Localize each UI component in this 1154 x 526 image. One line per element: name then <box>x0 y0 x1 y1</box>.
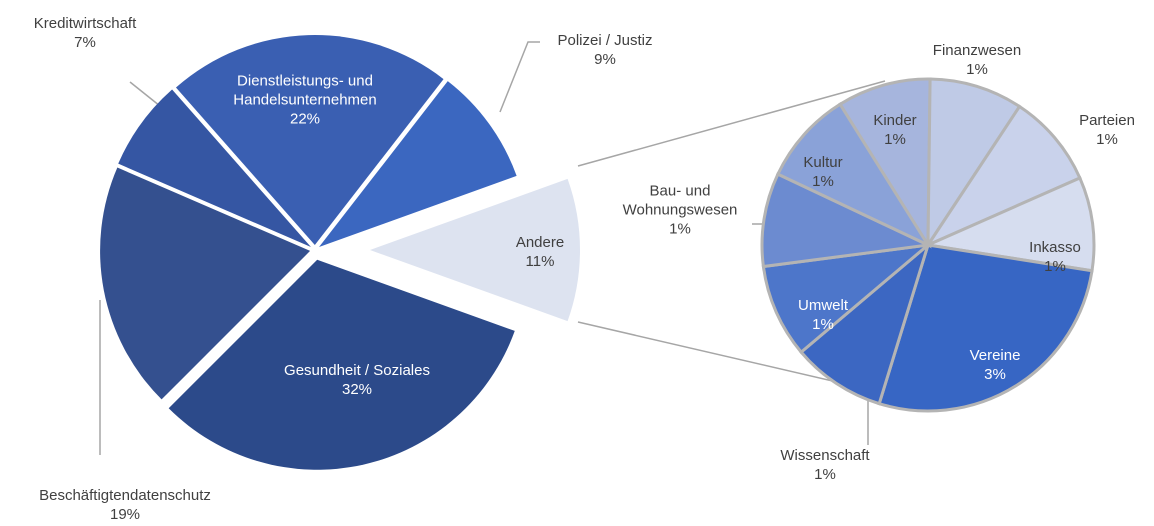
value-label: 7% <box>74 34 96 51</box>
data-label: Finanzwesen 1% <box>933 41 1021 79</box>
category-label: Vereine <box>969 347 1021 364</box>
data-label: Inkasso 1% <box>1029 238 1081 276</box>
category-label: Dienstleistungs- und Handelsunternehmen <box>233 72 377 109</box>
data-label: Kultur 1% <box>803 153 842 191</box>
category-label: Andere <box>515 234 565 251</box>
data-label: Umwelt 1% <box>798 296 848 334</box>
category-label: Polizei / Justiz <box>557 32 653 49</box>
value-label: 32% <box>341 381 373 398</box>
category-label: Parteien <box>1079 112 1135 129</box>
category-label: Bau- und Wohnungswesen <box>622 182 738 219</box>
pie-slice <box>370 178 581 322</box>
value-label: 3% <box>984 366 1006 383</box>
category-label: Kinder <box>873 112 917 129</box>
category-label: Umwelt <box>797 297 849 314</box>
data-label: Bau- und Wohnungswesen 1% <box>623 182 738 239</box>
pie-slice <box>319 81 517 248</box>
value-label: 1% <box>1044 258 1066 275</box>
category-label: Beschäftigtendatenschutz <box>39 487 211 504</box>
value-label: 1% <box>1096 131 1118 148</box>
value-label: 1% <box>966 61 988 78</box>
pie-slice <box>923 104 1082 249</box>
category-label: Wissenschaft <box>780 447 870 464</box>
pie-slice <box>761 242 933 355</box>
data-label: Parteien 1% <box>1079 111 1135 149</box>
pie-slice <box>100 167 311 400</box>
data-label: Kreditwirtschaft 7% <box>34 14 137 52</box>
value-label: 1% <box>884 131 906 148</box>
data-label: Andere 11% <box>516 233 564 271</box>
pie-slice <box>118 89 311 248</box>
value-label: 22% <box>289 110 321 128</box>
pie-slice <box>922 175 1096 273</box>
data-label: Wissenschaft 1% <box>780 446 869 484</box>
pie-slice <box>775 102 932 249</box>
pie-slice <box>168 259 515 470</box>
category-label: Kreditwirtschaft <box>33 15 137 32</box>
pie-slice <box>760 172 934 269</box>
data-label: Vereine 3% <box>970 346 1021 384</box>
data-label: Polizei / Justiz 9% <box>557 31 652 69</box>
value-label: 1% <box>814 466 836 483</box>
pie-slice <box>175 35 444 246</box>
value-label: 1% <box>812 316 834 333</box>
value-label: 1% <box>812 173 834 190</box>
value-label: 1% <box>669 220 691 238</box>
connector-line <box>577 80 886 167</box>
data-label: Gesundheit / Soziales 32% <box>284 361 430 399</box>
data-label: Dienstleistungs- und Handelsunternehmen 2… <box>233 72 376 129</box>
category-label: Kultur <box>803 154 843 171</box>
pie-slice <box>926 77 1022 251</box>
data-label: Kinder 1% <box>873 111 916 149</box>
pie-slice <box>837 77 932 251</box>
leader-line <box>499 41 540 113</box>
value-label: 11% <box>525 253 555 270</box>
value-label: 9% <box>594 51 616 68</box>
category-label: Gesundheit / Soziales <box>284 362 430 379</box>
data-label: Beschäftigtendatenschutz 19% <box>39 486 211 524</box>
pie-slice <box>877 243 1094 413</box>
category-label: Inkasso <box>1029 239 1081 256</box>
value-label: 19% <box>109 506 141 523</box>
pie-slice <box>799 240 931 406</box>
category-label: Finanzwesen <box>932 42 1022 59</box>
